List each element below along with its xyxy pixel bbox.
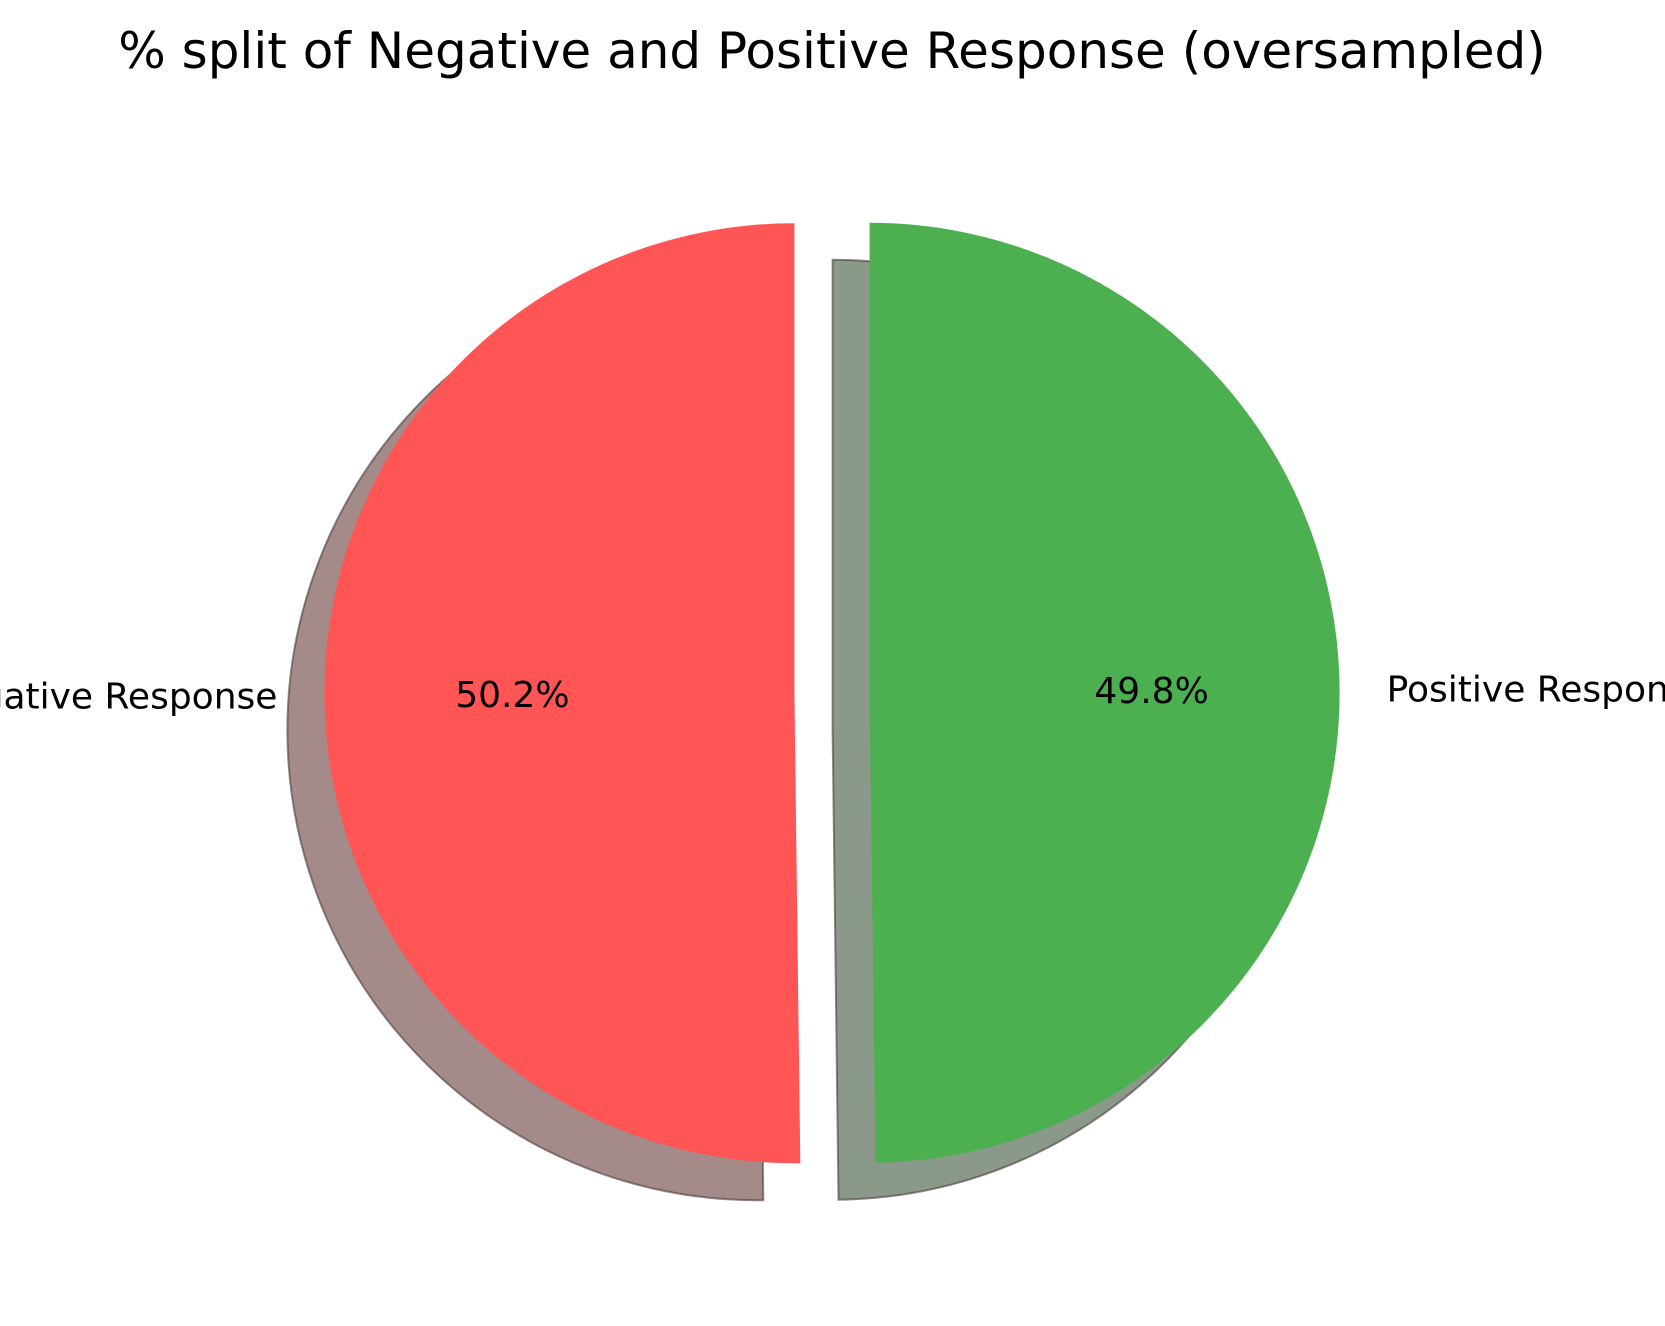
pie-slice-positive <box>869 222 1340 1163</box>
slice-label-positive: Positive Response <box>1387 670 1665 711</box>
pie-slice-negative <box>324 223 801 1164</box>
slice-labels: Negative Response 50.2% Positive Response 4… <box>0 670 1665 718</box>
chart-title: % split of Negative and Positive Respons… <box>118 22 1546 80</box>
slice-percent-negative: 50.2% <box>455 675 569 716</box>
slice-label-negative: Negative Response <box>0 676 277 717</box>
slice-percent-positive: 49.8% <box>1094 671 1208 712</box>
pie-slices <box>324 222 1340 1164</box>
